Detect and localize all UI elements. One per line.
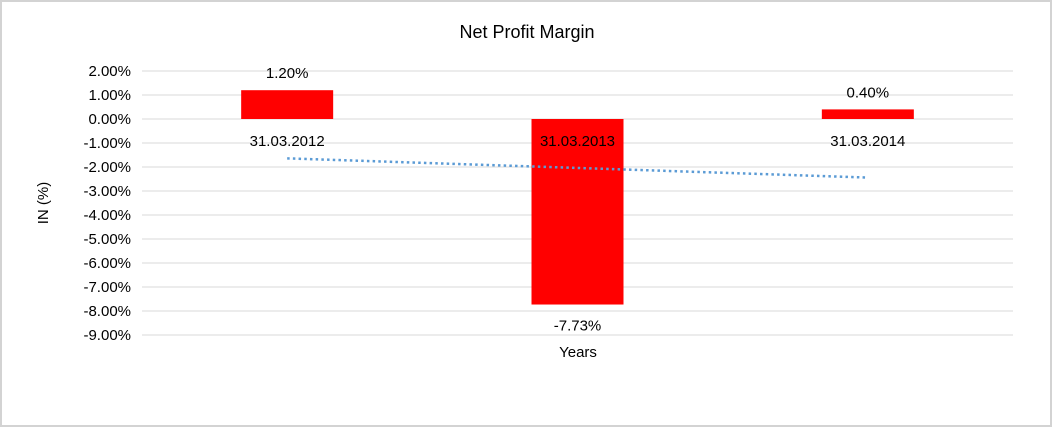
y-axis-tick-label: 2.00% <box>88 63 131 80</box>
y-axis-tick-label: 0.00% <box>88 111 131 128</box>
y-axis-tick-label: 1.00% <box>88 87 131 104</box>
bar-value-label: 1.20% <box>266 65 309 82</box>
x-axis-title: Years <box>559 344 597 361</box>
x-category-label: 31.03.2013 <box>540 133 615 150</box>
bar-series <box>241 90 914 305</box>
x-category-label: 31.03.2012 <box>250 133 325 150</box>
y-axis-tick-labels: 2.00% 1.00% 0.00% -1.00% -2.00% -3.00% -4.00% -… <box>83 63 131 344</box>
y-axis-tick-label: -6.00% <box>83 255 131 272</box>
y-axis-tick-label: -4.00% <box>83 207 131 224</box>
y-axis-tick-label: -8.00% <box>83 303 131 320</box>
data-labels-layer: 1.20% 31.03.2012 -7.73% 31.03.2013 0.40% 31.0… <box>250 65 906 334</box>
y-axis-tick-label: -2.00% <box>83 159 131 176</box>
chart-title: Net Profit Margin <box>459 22 594 42</box>
y-axis-tick-label: -7.00% <box>83 279 131 296</box>
x-category-label: 31.03.2014 <box>830 133 905 150</box>
bar-31.03.2013 <box>531 119 624 305</box>
y-axis-tick-label: -9.00% <box>83 327 131 344</box>
y-axis-tick-label: -5.00% <box>83 231 131 248</box>
bar-value-label: -7.73% <box>554 318 602 335</box>
y-axis-tick-label: -1.00% <box>83 135 131 152</box>
bar-value-label: 0.40% <box>847 84 890 101</box>
bar-31.03.2014 <box>821 109 914 119</box>
bar-31.03.2012 <box>241 90 334 119</box>
y-axis-tick-label: -3.00% <box>83 183 131 200</box>
y-axis-title: IN (%) <box>35 182 52 225</box>
